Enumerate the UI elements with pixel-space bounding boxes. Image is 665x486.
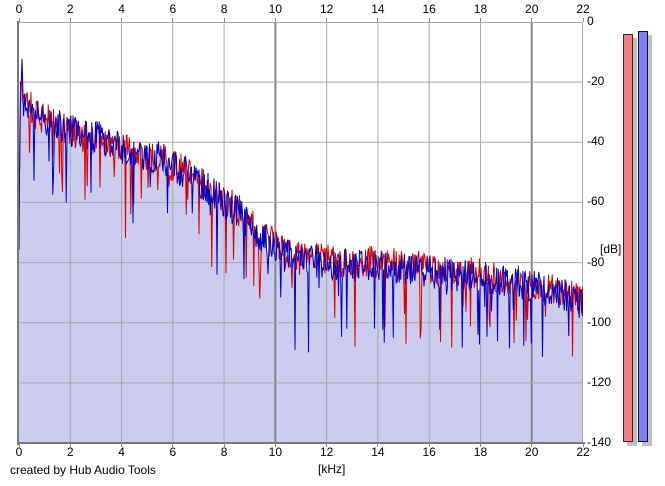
credit-text: created by Hub Audio Tools [10,463,156,477]
x-tick-label-16: 16 [422,2,436,16]
x-tick-mark [274,18,276,22]
x-tick-label-22: 22 [576,445,590,459]
x-tick-mark [69,443,71,447]
x-tick-mark [377,443,379,447]
spectrum-fill-area [19,58,583,443]
x-tick-label-10: 10 [268,445,283,459]
x-tick-mark [531,443,533,447]
x-tick-mark [18,18,20,22]
x-tick-mark [326,18,328,22]
x-tick-label-20: 20 [525,2,539,16]
y-tick-label--100: -100 [587,315,612,329]
spectrum-chart [19,22,583,443]
x-tick-label-20: 20 [525,445,539,459]
x-tick-mark [428,18,430,22]
x-tick-label-0: 0 [15,2,23,16]
x-tick-label-4: 4 [118,2,125,16]
y-axis-unit-label: [dB] [600,242,622,256]
x-tick-mark [479,18,481,22]
x-tick-label-14: 14 [371,2,385,16]
x-tick-mark [69,18,71,22]
x-tick-label-6: 6 [169,445,177,459]
x-tick-label-12: 12 [319,445,334,459]
y-tick-label-0: 0 [587,14,594,28]
left-channel-trace [19,70,583,357]
y-tick-label--140: -140 [587,435,612,449]
x-tick-label-16: 16 [422,445,436,459]
y-tick-label--60: -60 [587,194,605,208]
y-axis-line [17,21,19,445]
y-tick-label--120: -120 [587,375,612,389]
x-tick-mark [18,443,20,447]
x-tick-mark [274,443,276,447]
x-tick-label-8: 8 [220,445,228,459]
peak-meter-bar-left [623,34,633,442]
x-tick-mark [172,18,174,22]
x-tick-label-2: 2 [66,2,74,16]
x-tick-mark [121,18,123,22]
x-tick-mark [531,18,533,22]
x-tick-mark [479,443,481,447]
x-tick-label-12: 12 [319,2,334,16]
x-tick-mark [582,443,584,447]
x-tick-label-2: 2 [66,445,74,459]
y-tick-label--20: -20 [587,74,605,88]
x-axis-line [17,442,585,444]
x-tick-label-4: 4 [118,445,125,459]
x-tick-mark [172,443,174,447]
x-tick-label-14: 14 [371,445,385,459]
x-tick-mark [223,443,225,447]
x-tick-label-18: 18 [473,2,488,16]
x-tick-label-10: 10 [268,2,283,16]
x-tick-mark [223,18,225,22]
y-tick-label--40: -40 [587,134,605,148]
x-tick-mark [428,443,430,447]
x-tick-mark [121,443,123,447]
x-tick-label-8: 8 [220,2,228,16]
right-channel-trace [19,58,583,358]
x-tick-label-22: 22 [576,2,590,16]
x-axis-unit-label: [kHz] [318,462,346,476]
x-tick-label-18: 18 [473,445,488,459]
x-tick-label-0: 0 [15,445,23,459]
x-tick-mark [582,18,584,22]
peak-meter-bar-right [638,31,648,442]
x-tick-mark [377,18,379,22]
y-tick-label--80: -80 [587,255,605,269]
spectrum-plot [19,22,583,443]
x-tick-label-6: 6 [169,2,177,16]
x-tick-mark [326,443,328,447]
